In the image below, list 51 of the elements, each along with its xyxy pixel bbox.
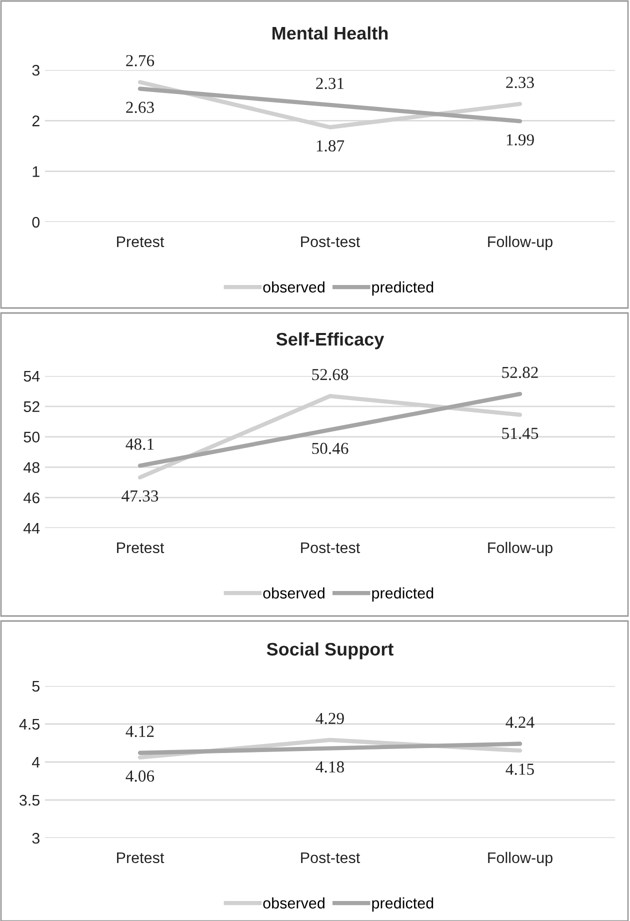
data-label: 2.33 [506,76,534,88]
data-label: 4.29 [316,712,344,724]
data-label: 4.12 [126,726,154,738]
y-tick-label: 3.5 [19,794,40,806]
x-tick-label: Follow-up [488,542,552,556]
y-tick-label: 3 [32,64,40,76]
legend-label: predicted [372,587,434,602]
data-label: 4.15 [506,764,534,775]
y-tick-label: 0 [32,216,40,228]
y-tick-label: 5 [32,681,40,692]
chart-title: Mental Health [272,26,388,40]
x-tick-label: Post-test [301,852,360,864]
legend-label: predicted [372,281,434,296]
data-label: 50.46 [312,442,348,454]
legend-label: predicted [372,897,434,912]
y-tick-label: 46 [24,492,40,504]
data-label: 4.24 [506,716,534,728]
y-tick-label: 3 [32,832,40,844]
data-label: 1.87 [316,140,344,152]
x-tick-label: Post-test [301,542,360,554]
data-label: 1.99 [506,134,534,146]
data-label: 51.45 [502,428,538,440]
data-label: 4.06 [126,770,154,782]
chart-title: Social Support [266,642,394,660]
y-tick-label: 4.5 [19,719,40,730]
data-label: 48.1 [126,438,154,450]
legend-label: observed [263,587,324,599]
x-tick-label: Pretest [117,236,164,248]
data-label: 4.18 [316,761,344,773]
x-tick-label: Post-test [301,236,360,248]
data-label: 52.68 [312,368,348,380]
y-tick-label: 2 [32,116,40,126]
y-tick-label: 1 [32,166,40,177]
y-tick-label: 50 [24,432,40,442]
y-tick-label: 44 [24,523,40,534]
y-tick-label: 48 [24,462,40,473]
chart-title: Self-Efficacy [276,332,384,350]
y-tick-label: 4 [32,757,40,768]
x-tick-label: Pretest [117,542,164,554]
y-tick-label: 54 [24,371,40,382]
x-tick-label: Follow-up [488,236,552,250]
data-label: 47.33 [122,490,158,502]
y-tick-label: 52 [24,401,40,412]
legend-label: observed [263,281,324,293]
data-label: 52.82 [502,366,538,378]
x-tick-label: Follow-up [488,852,552,866]
data-label: 2.76 [126,55,154,66]
x-tick-label: Pretest [117,852,164,864]
legend-label: observed [263,897,324,909]
data-label: 2.63 [126,102,154,114]
data-label: 2.31 [316,78,344,90]
